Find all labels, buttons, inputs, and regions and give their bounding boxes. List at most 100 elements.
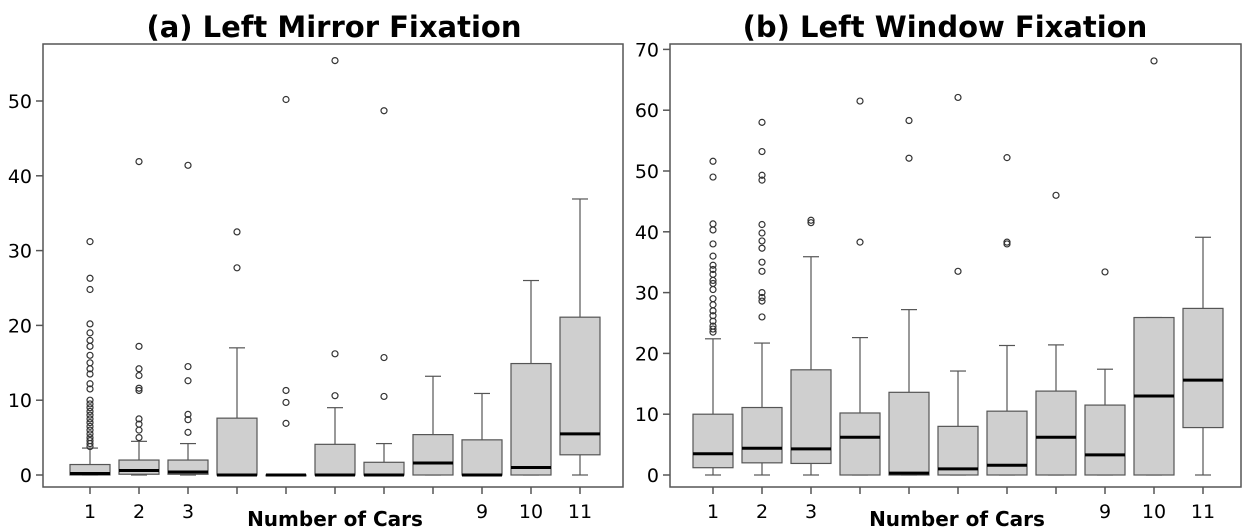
outlier-point	[86, 419, 94, 427]
box-1	[692, 157, 734, 476]
outlier-point	[135, 426, 143, 434]
box-9	[1084, 268, 1126, 476]
x-tick-label: 2	[133, 501, 145, 523]
x-tick-label: 11	[1191, 501, 1215, 523]
box-11	[1182, 236, 1224, 476]
outlier-point	[86, 396, 94, 404]
x-tick-label: 1	[84, 501, 96, 523]
box-4	[839, 97, 881, 476]
box-iqr	[510, 362, 552, 476]
outlier-point	[856, 238, 864, 246]
outlier-point	[380, 392, 388, 401]
box-5	[888, 116, 930, 476]
outlier-point	[184, 161, 192, 169]
x-tick-label: 9	[476, 501, 488, 523]
outlier-point	[709, 265, 717, 274]
outlier-point	[86, 238, 94, 246]
y-tick-label: 20	[8, 315, 32, 337]
chart-a-xlabel: Number of Cars	[247, 507, 423, 530]
box-7	[986, 154, 1028, 476]
outlier-point	[709, 252, 717, 260]
outlier-point	[758, 237, 766, 245]
chart-a: 0 10 20 30 40 50 1 2 3 9 10 11	[8, 43, 624, 523]
box-5	[265, 95, 307, 477]
outlier-point	[135, 157, 143, 166]
outlier-point	[233, 264, 241, 272]
outlier-point	[905, 154, 913, 162]
plot-frame	[669, 43, 1242, 488]
outlier-point	[709, 261, 717, 269]
outlier-point	[184, 377, 192, 385]
box-iqr	[118, 459, 160, 475]
outlier-point	[1003, 238, 1011, 246]
x-tick-label: 10	[1142, 501, 1166, 523]
y-tick-label: 0	[647, 465, 659, 487]
box-iqr	[412, 434, 454, 476]
outlier-point	[86, 411, 94, 419]
outlier-point	[135, 386, 143, 395]
outlier-point	[758, 244, 766, 252]
outlier-point	[758, 267, 766, 275]
outlier-point	[380, 353, 388, 362]
outlier-point	[135, 415, 143, 423]
outlier-point	[709, 279, 717, 288]
outlier-point	[282, 419, 290, 427]
outlier-point	[709, 312, 717, 320]
chart-b-xlabel: Number of Cars	[869, 507, 1045, 530]
outlier-point	[758, 171, 766, 179]
box-iqr	[741, 406, 783, 464]
box-iqr	[888, 391, 930, 476]
outlier-point	[758, 229, 766, 237]
x-tick-label: 11	[568, 501, 592, 523]
outlier-point	[758, 147, 766, 156]
outlier-point	[86, 422, 94, 430]
outlier-point	[184, 416, 192, 424]
outlier-point	[380, 107, 388, 115]
outlier-point	[758, 258, 766, 266]
box-8	[1035, 191, 1077, 476]
outlier-point	[709, 270, 717, 278]
box-iqr	[692, 413, 734, 469]
x-tick-label: 2	[756, 501, 768, 523]
y-tick-label: 30	[635, 283, 659, 305]
box-2	[118, 157, 160, 476]
x-tick-label: 1	[707, 501, 719, 523]
box-iqr	[1182, 307, 1224, 429]
y-tick-label: 0	[20, 465, 32, 487]
y-tick-label: 40	[635, 222, 659, 244]
box-4	[216, 228, 258, 477]
outlier-point	[1150, 57, 1158, 65]
outlier-point	[856, 97, 864, 105]
outlier-point	[184, 410, 192, 419]
outlier-point	[807, 216, 815, 224]
outlier-point	[86, 336, 94, 344]
outlier-point	[86, 407, 94, 416]
box-1	[69, 238, 111, 476]
box-9	[461, 392, 503, 477]
outlier-point	[86, 436, 94, 445]
box-iqr	[461, 439, 503, 476]
outlier-point	[86, 329, 94, 337]
outlier-point	[905, 116, 913, 125]
outlier-point	[709, 325, 717, 333]
x-tick-label: 9	[1099, 501, 1111, 523]
box-iqr	[363, 461, 405, 476]
outlier-point	[954, 267, 962, 275]
outlier-point	[758, 297, 766, 305]
box-7	[363, 107, 405, 477]
y-tick-label: 30	[8, 241, 32, 263]
outlier-point	[709, 240, 717, 248]
outlier-point	[184, 362, 192, 371]
box-iqr	[216, 417, 258, 476]
outlier-point	[86, 359, 94, 367]
outlier-point	[86, 404, 94, 412]
outlier-point	[758, 289, 766, 297]
outlier-point	[135, 371, 143, 380]
outlier-point	[758, 176, 766, 184]
outlier-point	[758, 293, 766, 302]
outlier-point	[1052, 191, 1060, 199]
outlier-point	[954, 93, 962, 102]
outlier-point	[709, 295, 717, 303]
outlier-point	[184, 428, 192, 436]
